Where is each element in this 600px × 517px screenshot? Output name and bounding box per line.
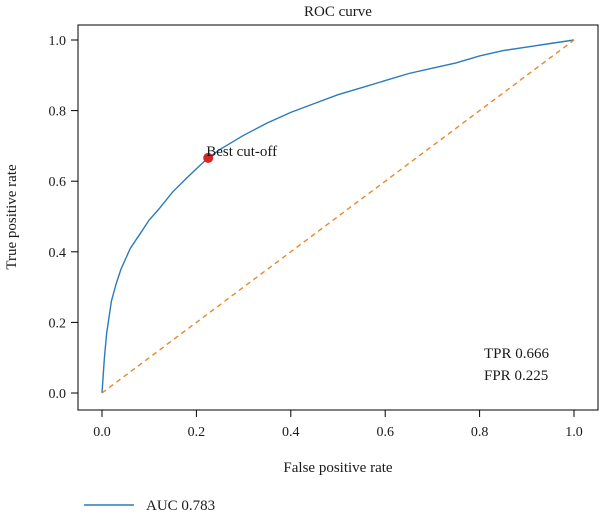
- y-tick-label: 0.4: [49, 246, 67, 261]
- fpr-annotation: FPR 0.225: [484, 368, 548, 384]
- y-axis-label: True positive rate: [4, 164, 20, 270]
- series-layer: [101, 39, 575, 394]
- x-tick-label: 0.8: [471, 425, 489, 440]
- chart-title: ROC curve: [304, 4, 372, 20]
- x-tick-label: 0.6: [376, 425, 394, 440]
- best-cutoff-label: Best cut-off: [206, 144, 277, 160]
- y-tick-label: 0.8: [49, 105, 67, 120]
- best-cutoff-point: [203, 152, 214, 163]
- x-tick-label: 0.2: [188, 425, 206, 440]
- y-tick-label: 0.0: [49, 387, 67, 402]
- x-tick-label: 1.0: [565, 425, 583, 440]
- x-tick-label: 0.4: [282, 425, 300, 440]
- y-tick-label: 0.6: [49, 175, 67, 190]
- y-tick-label: 1.0: [49, 34, 67, 49]
- diagonal-reference-line: [101, 39, 575, 394]
- legend-label-auc: AUC 0.783: [146, 498, 215, 514]
- x-axis-ticks: 0.0 0.2 0.4 0.6 0.8 1.0: [93, 410, 583, 440]
- roc-curve-line: [101, 39, 575, 394]
- y-tick-label: 0.2: [49, 316, 67, 331]
- x-axis-label: False positive rate: [283, 460, 392, 476]
- tpr-annotation: TPR 0.666: [484, 346, 550, 362]
- x-tick-label: 0.0: [93, 425, 111, 440]
- y-axis-ticks: 0.0 0.2 0.4 0.6 0.8 1.0: [49, 34, 78, 402]
- plot-area-frame: [77, 24, 599, 411]
